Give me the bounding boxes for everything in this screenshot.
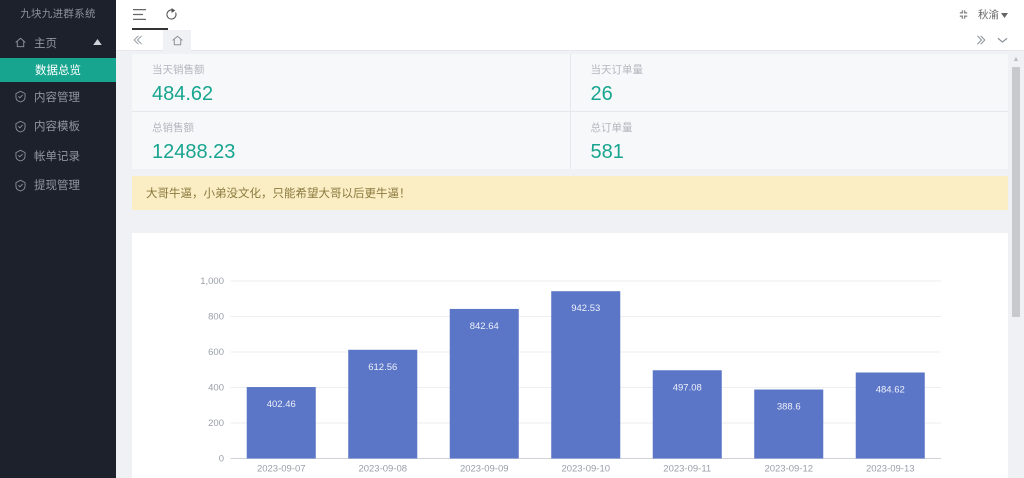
svg-text:388.6: 388.6 xyxy=(777,402,801,413)
svg-text:400: 400 xyxy=(208,383,224,394)
svg-text:497.08: 497.08 xyxy=(673,382,702,393)
svg-text:484.62: 484.62 xyxy=(876,384,905,395)
svg-text:800: 800 xyxy=(208,312,224,323)
svg-text:2023-09-13: 2023-09-13 xyxy=(866,464,915,475)
svg-text:0: 0 xyxy=(219,454,224,465)
svg-text:2023-09-08: 2023-09-08 xyxy=(358,464,407,475)
svg-text:2023-09-07: 2023-09-07 xyxy=(257,464,306,475)
svg-text:2023-09-09: 2023-09-09 xyxy=(460,464,509,475)
svg-text:200: 200 xyxy=(208,418,224,429)
svg-text:612.56: 612.56 xyxy=(368,362,397,373)
svg-text:2023-09-11: 2023-09-11 xyxy=(663,464,711,475)
svg-text:600: 600 xyxy=(208,347,224,358)
svg-text:2023-09-12: 2023-09-12 xyxy=(764,464,813,475)
svg-text:1,000: 1,000 xyxy=(200,276,224,287)
svg-text:2023-09-10: 2023-09-10 xyxy=(561,464,610,475)
svg-text:402.46: 402.46 xyxy=(267,399,296,410)
svg-text:842.64: 842.64 xyxy=(470,321,499,332)
svg-text:942.53: 942.53 xyxy=(571,303,600,314)
